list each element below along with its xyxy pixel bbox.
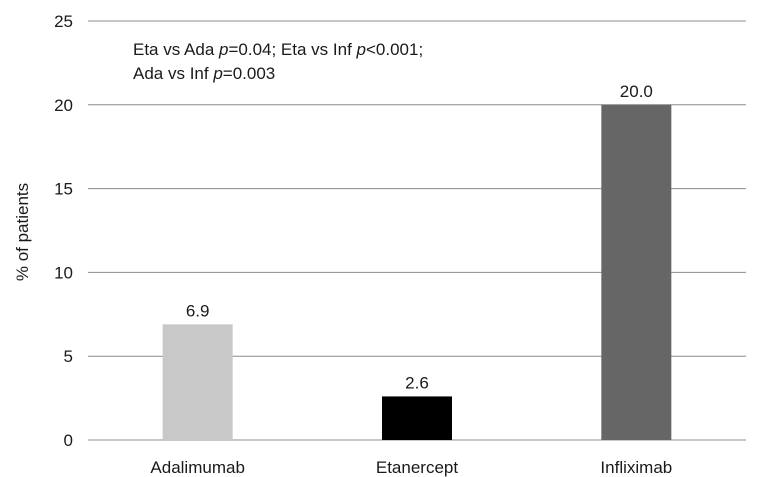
data-label-etanercept: 2.6	[405, 373, 429, 392]
data-labels: 6.9 2.6 20.0	[186, 82, 653, 393]
bar-infliximab	[601, 104, 672, 441]
data-label-infliximab: 20.0	[620, 82, 653, 101]
annotation-line-2: Ada vs Inf p=0.003	[133, 64, 275, 83]
y-tick-label: 10	[54, 263, 73, 282]
y-tick-label: 5	[64, 347, 73, 366]
y-axis-ticks: 0 5 10 15 20 25	[54, 12, 73, 450]
category-label-infliximab: Infliximab	[600, 458, 672, 477]
y-axis-label: % of patients	[13, 183, 32, 281]
y-tick-label: 20	[54, 96, 73, 115]
data-label-adalimumab: 6.9	[186, 301, 210, 320]
category-label-adalimumab: Adalimumab	[150, 458, 245, 477]
y-tick-label: 0	[64, 431, 73, 450]
bar-adalimumab	[162, 324, 233, 440]
y-tick-label: 15	[54, 180, 73, 199]
annotation-line-1: Eta vs Ada p=0.04; Eta vs Inf p<0.001;	[133, 40, 423, 59]
category-label-etanercept: Etanercept	[376, 458, 458, 477]
y-tick-label: 25	[54, 12, 73, 31]
bars	[162, 104, 672, 441]
bar-etanercept	[382, 396, 452, 440]
x-axis-categories: Adalimumab Etanercept Infliximab	[150, 458, 672, 477]
